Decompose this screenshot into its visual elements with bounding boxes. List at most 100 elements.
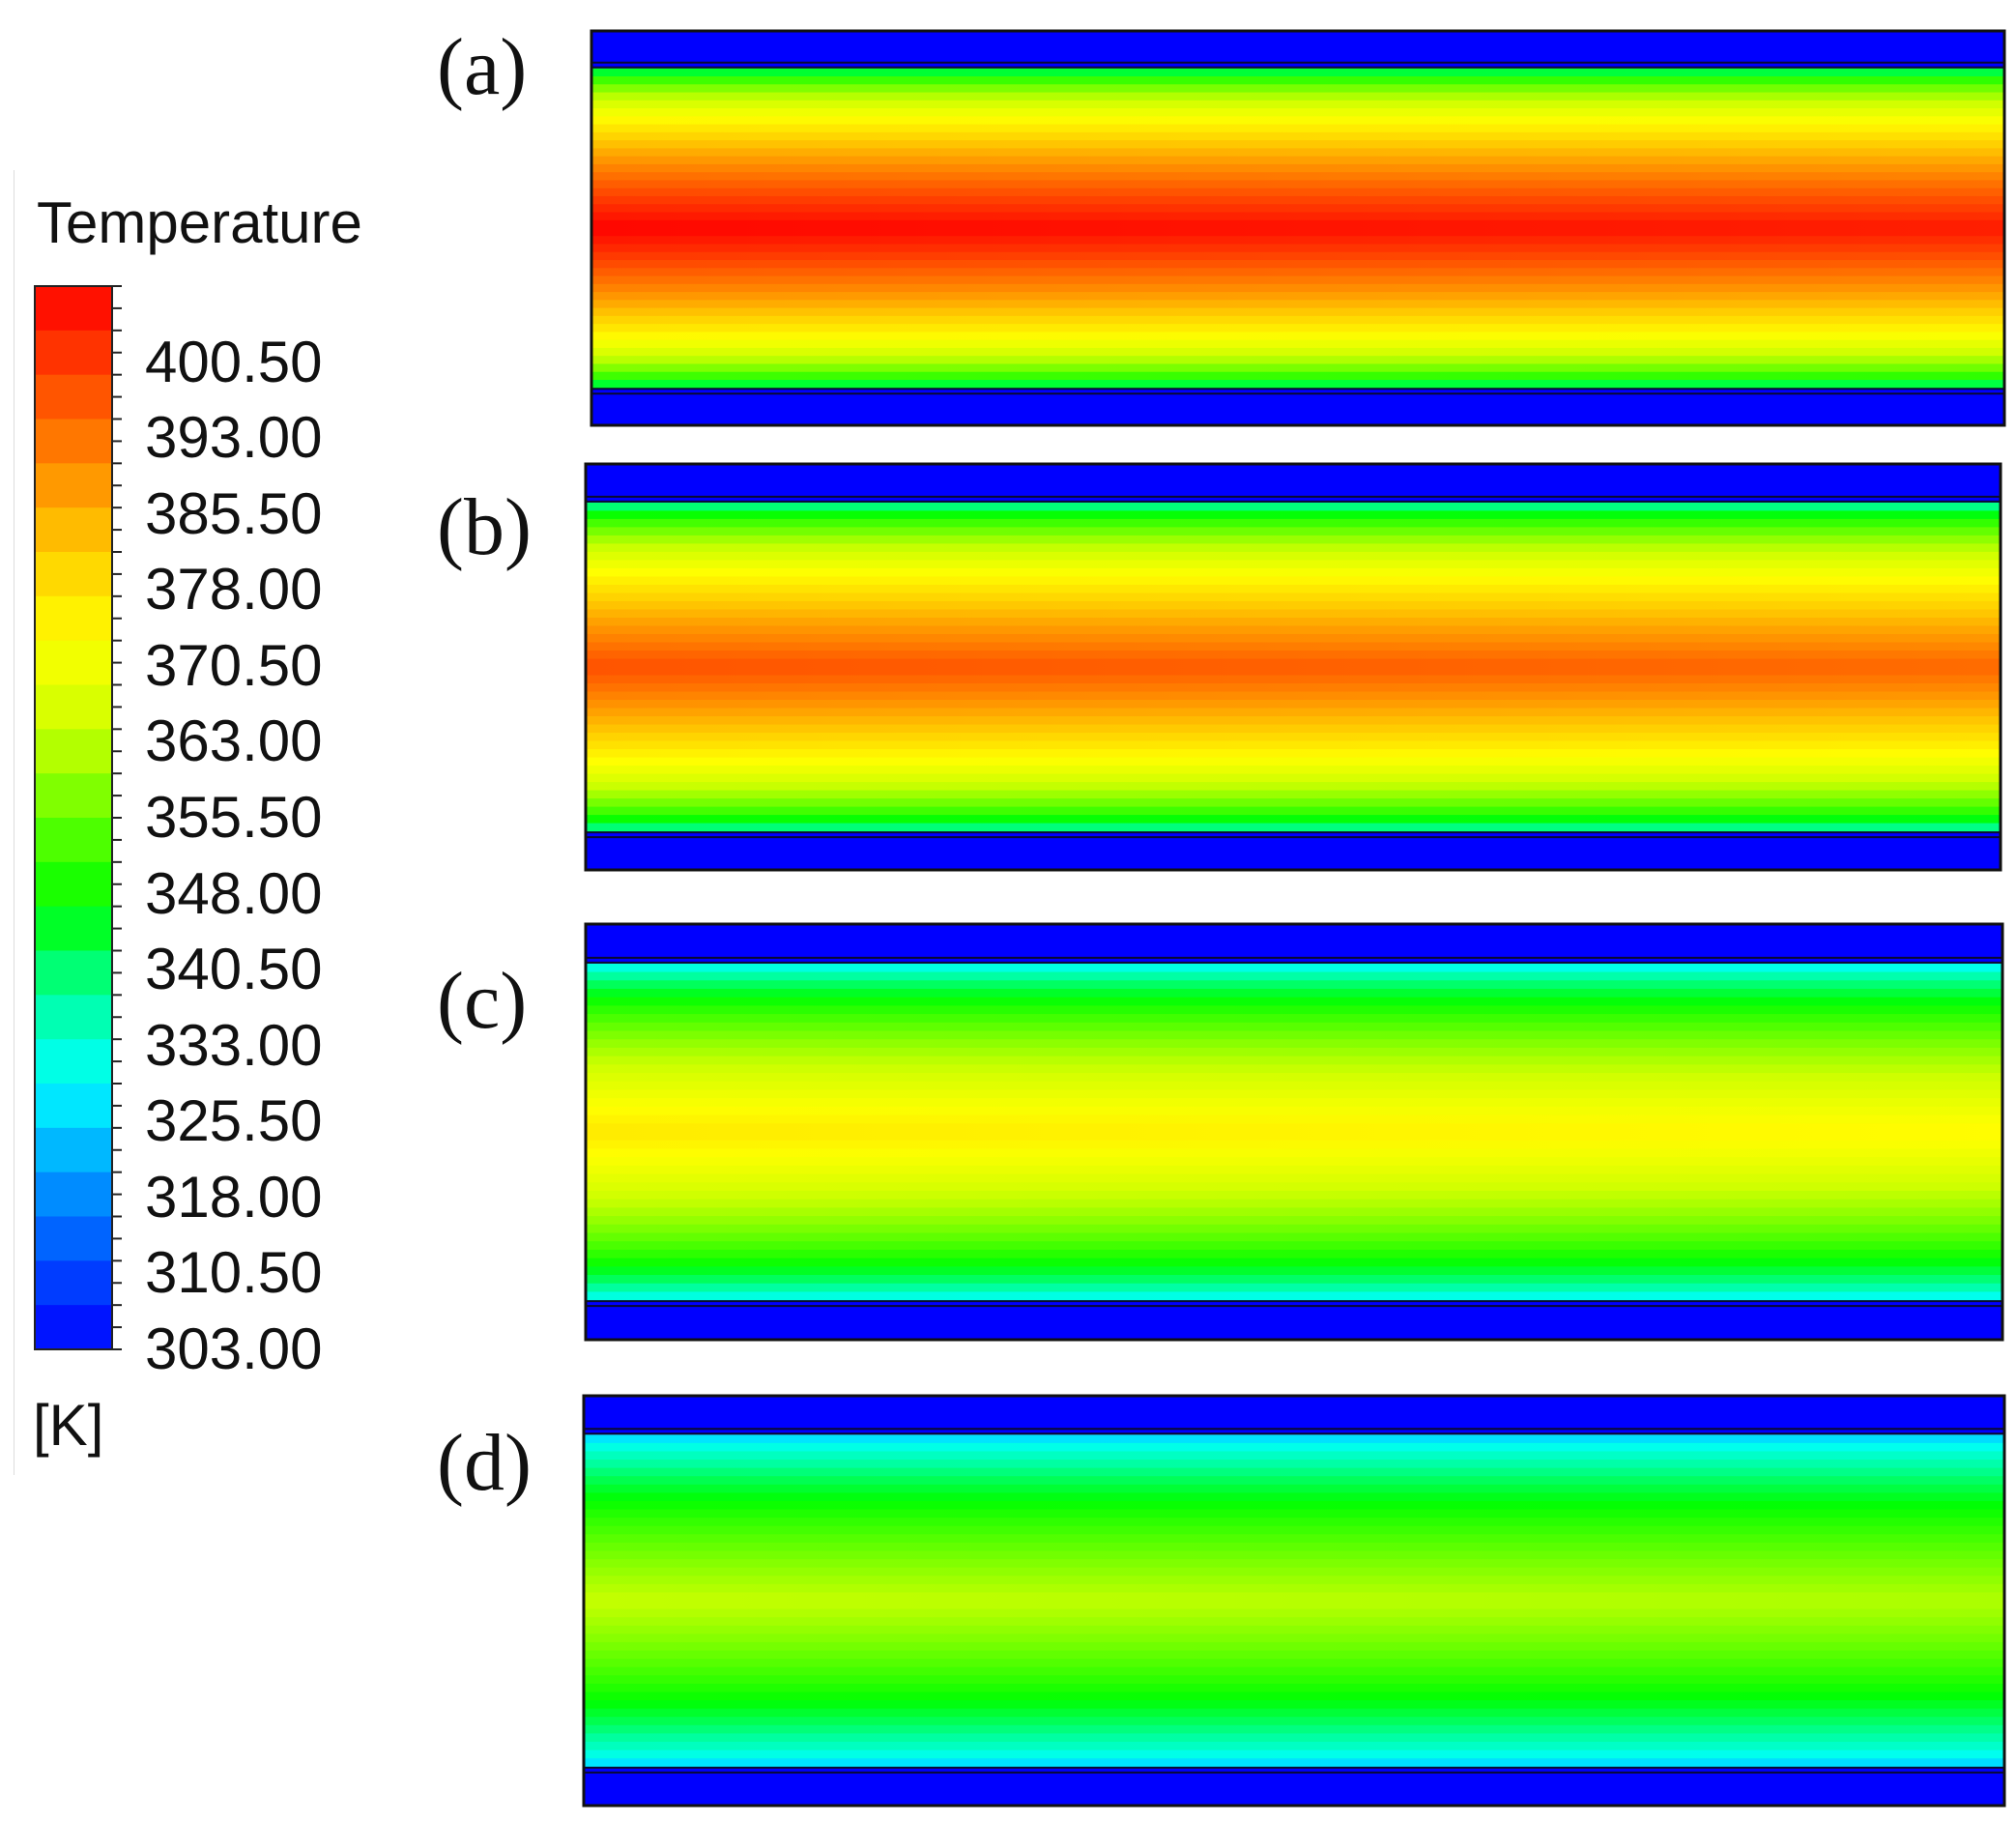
fluid-strip	[591, 244, 2004, 253]
fluid-strip	[586, 1005, 2002, 1015]
fluid-strip	[586, 1106, 2002, 1116]
fluid-strip	[586, 560, 2001, 569]
fluid-strip	[591, 292, 2004, 302]
colorbar-tick-label: 318.00	[145, 1164, 323, 1230]
contour-panel-d	[582, 1394, 2006, 1808]
colorbar-tick-label: 385.50	[145, 480, 323, 546]
fluid-strip	[586, 1056, 2002, 1066]
fluid-strip	[584, 1666, 2004, 1677]
fluid-strip	[584, 1550, 2004, 1560]
colorbar-band	[35, 419, 112, 464]
fluid-strip	[586, 1022, 2002, 1032]
fluid-strip	[591, 339, 2004, 349]
fluid-strip	[586, 1140, 2002, 1150]
fluid-strip	[584, 1583, 2004, 1594]
fluid-strip	[584, 1559, 2004, 1569]
fluid-strip	[586, 708, 2001, 717]
fluid-strip	[586, 1232, 2002, 1242]
fluid-strip	[591, 163, 2004, 173]
colorbar-tick-label: 400.50	[145, 329, 323, 394]
colorbar-tick-label: 333.00	[145, 1012, 323, 1078]
fluid-strip	[586, 766, 2001, 775]
colorbar-tick-label: 363.00	[145, 709, 323, 774]
fluid-strip	[584, 1476, 2004, 1486]
colorbar-band	[35, 729, 112, 774]
colorbar-band	[35, 595, 112, 642]
fluid-strip	[586, 1283, 2002, 1293]
fluid-strip	[591, 307, 2004, 317]
fluid-strip	[586, 510, 2001, 520]
fluid-strip	[584, 1625, 2004, 1635]
colorbar-band	[35, 906, 112, 952]
fluid-strip	[591, 156, 2004, 165]
fluid-strip	[584, 1451, 2004, 1461]
fluid-strip	[586, 1064, 2002, 1074]
fluid-strip	[586, 600, 2001, 611]
fluid-strip	[584, 1692, 2004, 1701]
colorbar-band	[35, 995, 112, 1040]
fluid-strip	[591, 195, 2004, 206]
fluid-strip	[584, 1641, 2004, 1652]
fluid-strip	[591, 356, 2004, 365]
fluid-strip	[591, 283, 2004, 293]
fluid-strip	[586, 642, 2001, 651]
contour-panel-c	[584, 922, 2004, 1342]
fluid-strip	[591, 76, 2004, 86]
fluid-strip	[584, 1525, 2004, 1536]
fluid-strip	[591, 100, 2004, 109]
fluid-strip	[584, 1617, 2004, 1627]
fluid-strip	[586, 1216, 2002, 1226]
colorbar-band	[35, 1305, 112, 1350]
fluid-strip	[586, 1165, 2002, 1175]
fluid-strip	[586, 1073, 2002, 1083]
fluid-strip	[586, 502, 2001, 512]
panel-frame	[584, 922, 2004, 1342]
panel-frame	[584, 462, 2002, 872]
colorbar-band	[35, 1084, 112, 1129]
fluid-strip	[586, 1207, 2002, 1217]
fluid-strip	[586, 980, 2002, 990]
colorbar-tick-label: 325.50	[145, 1088, 323, 1154]
fluid-strip	[586, 1249, 2002, 1259]
fluid-strip	[591, 363, 2004, 373]
fluid-strip	[584, 1659, 2004, 1668]
fluid-strip	[586, 1275, 2002, 1285]
fluid-strip	[586, 543, 2001, 553]
fluid-strip	[584, 1717, 2004, 1726]
fluid-strip	[584, 1608, 2004, 1618]
fluid-strip	[586, 1132, 2002, 1142]
fluid-strip	[586, 971, 2002, 982]
colorbar-tick-label: 393.00	[145, 405, 323, 471]
colorbar-band	[35, 507, 112, 553]
fluid-strip	[586, 617, 2001, 627]
fluid-strip	[591, 228, 2004, 238]
fluid-strip	[586, 658, 2001, 668]
fluid-strip	[586, 1173, 2002, 1184]
fluid-strip	[591, 172, 2004, 182]
fluid-strip	[591, 236, 2004, 246]
colorbar-band	[35, 861, 112, 908]
panel-frame	[582, 1394, 2006, 1808]
fluid-strip	[586, 535, 2001, 545]
fluid-strip	[586, 757, 2001, 767]
fluid-strip	[586, 650, 2001, 660]
fluid-strip	[586, 675, 2001, 684]
fluid-strip	[591, 324, 2004, 333]
fluid-strip	[586, 683, 2001, 693]
fluid-strip	[586, 724, 2001, 734]
fluid-strip	[586, 790, 2001, 799]
colorbar-band	[35, 684, 112, 730]
fluid-strip	[591, 124, 2004, 133]
colorbar-tick-label: 355.50	[145, 785, 323, 850]
fluid-strip	[586, 518, 2001, 529]
fluid-strip	[591, 275, 2004, 285]
fluid-strip	[586, 1199, 2002, 1209]
fluid-strip	[584, 1741, 2004, 1751]
fluid-strip	[584, 1567, 2004, 1577]
colorbar-band	[35, 818, 112, 863]
fluid-strip	[591, 347, 2004, 357]
panel-label-c: (c)	[437, 956, 528, 1046]
contour-panel-b	[584, 462, 2002, 872]
fluid-strip	[591, 251, 2004, 261]
